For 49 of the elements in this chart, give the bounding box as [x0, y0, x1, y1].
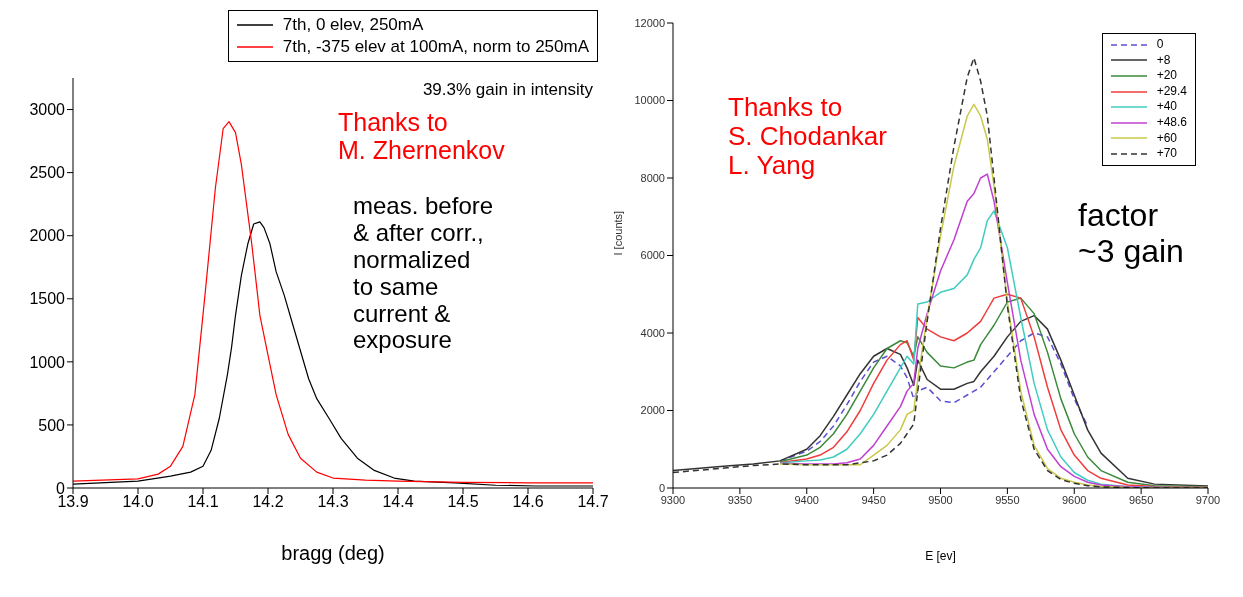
x-tick-label: 14.6 — [512, 493, 544, 511]
y-tick-label: 1000 — [29, 353, 66, 371]
y-tick-label: 0 — [658, 481, 665, 494]
x-tick-label: 9600 — [1062, 493, 1087, 506]
y-tick-label: 2500 — [29, 164, 66, 182]
x-tick-label: 14.4 — [382, 493, 414, 511]
y-tick-label: 500 — [38, 416, 66, 434]
x-tick-label: 14.7 — [577, 493, 609, 511]
y-tick-label: 6000 — [640, 249, 665, 262]
legend-label: +70 — [1156, 146, 1177, 162]
annotation: meas. before & after corr., normalized to same current & exposure — [353, 192, 494, 355]
legend-label: 0 — [1156, 37, 1164, 53]
legend-label: 7th, -375 elev at 100mA, norm to 250mA — [282, 36, 589, 59]
y-tick-label: 1500 — [29, 290, 66, 308]
y-axis-title: I [counts] — [611, 210, 624, 256]
annotation: 39.3% gain in intensity — [422, 80, 593, 100]
x-tick-label: 14.0 — [122, 493, 154, 511]
annotation: factor ~3 gain — [1078, 197, 1184, 270]
legend-label: +29.4 — [1156, 83, 1187, 100]
x-tick-label: 9400 — [794, 493, 819, 506]
y-tick-label: 2000 — [640, 404, 665, 417]
x-tick-label: 9300 — [660, 493, 686, 506]
x-tick-label: 14.1 — [187, 493, 219, 511]
annotation: Thanks to S. Chodankar L. Yang — [728, 92, 887, 181]
x-tick-label: 9550 — [995, 493, 1020, 506]
x-tick-label: 9350 — [727, 493, 753, 506]
y-tick-label: 10000 — [634, 94, 665, 107]
legend-label: +60 — [1156, 130, 1177, 147]
x-tick-label: 9500 — [928, 493, 953, 506]
y-tick-label: 4000 — [640, 326, 665, 339]
legend-label: +40 — [1156, 99, 1177, 115]
y-tick-label: 12000 — [634, 16, 665, 29]
y-tick-label: 8000 — [640, 171, 665, 184]
x-tick-label: 9650 — [1128, 493, 1154, 506]
x-axis-title: bragg (deg) — [281, 542, 385, 564]
x-tick-label: 14.2 — [252, 493, 284, 511]
y-tick-label: 3000 — [29, 101, 66, 119]
y-tick-label: 2000 — [29, 227, 66, 245]
x-tick-label: 14.3 — [317, 493, 349, 511]
annotation: Thanks to M. Zhernenkov — [338, 108, 505, 164]
x-tick-label: 9450 — [861, 493, 886, 506]
x-tick-label: 14.5 — [447, 493, 479, 511]
legend-label: +48.6 — [1156, 114, 1187, 131]
x-axis-title: E [ev] — [925, 549, 956, 563]
legend-label: +20 — [1156, 68, 1177, 84]
legend-label: 7th, 0 elev, 250mA — [282, 14, 424, 36]
x-tick-label: 13.9 — [57, 493, 89, 511]
x-tick-label: 9700 — [1195, 493, 1221, 506]
legend-label: +8 — [1156, 52, 1171, 69]
